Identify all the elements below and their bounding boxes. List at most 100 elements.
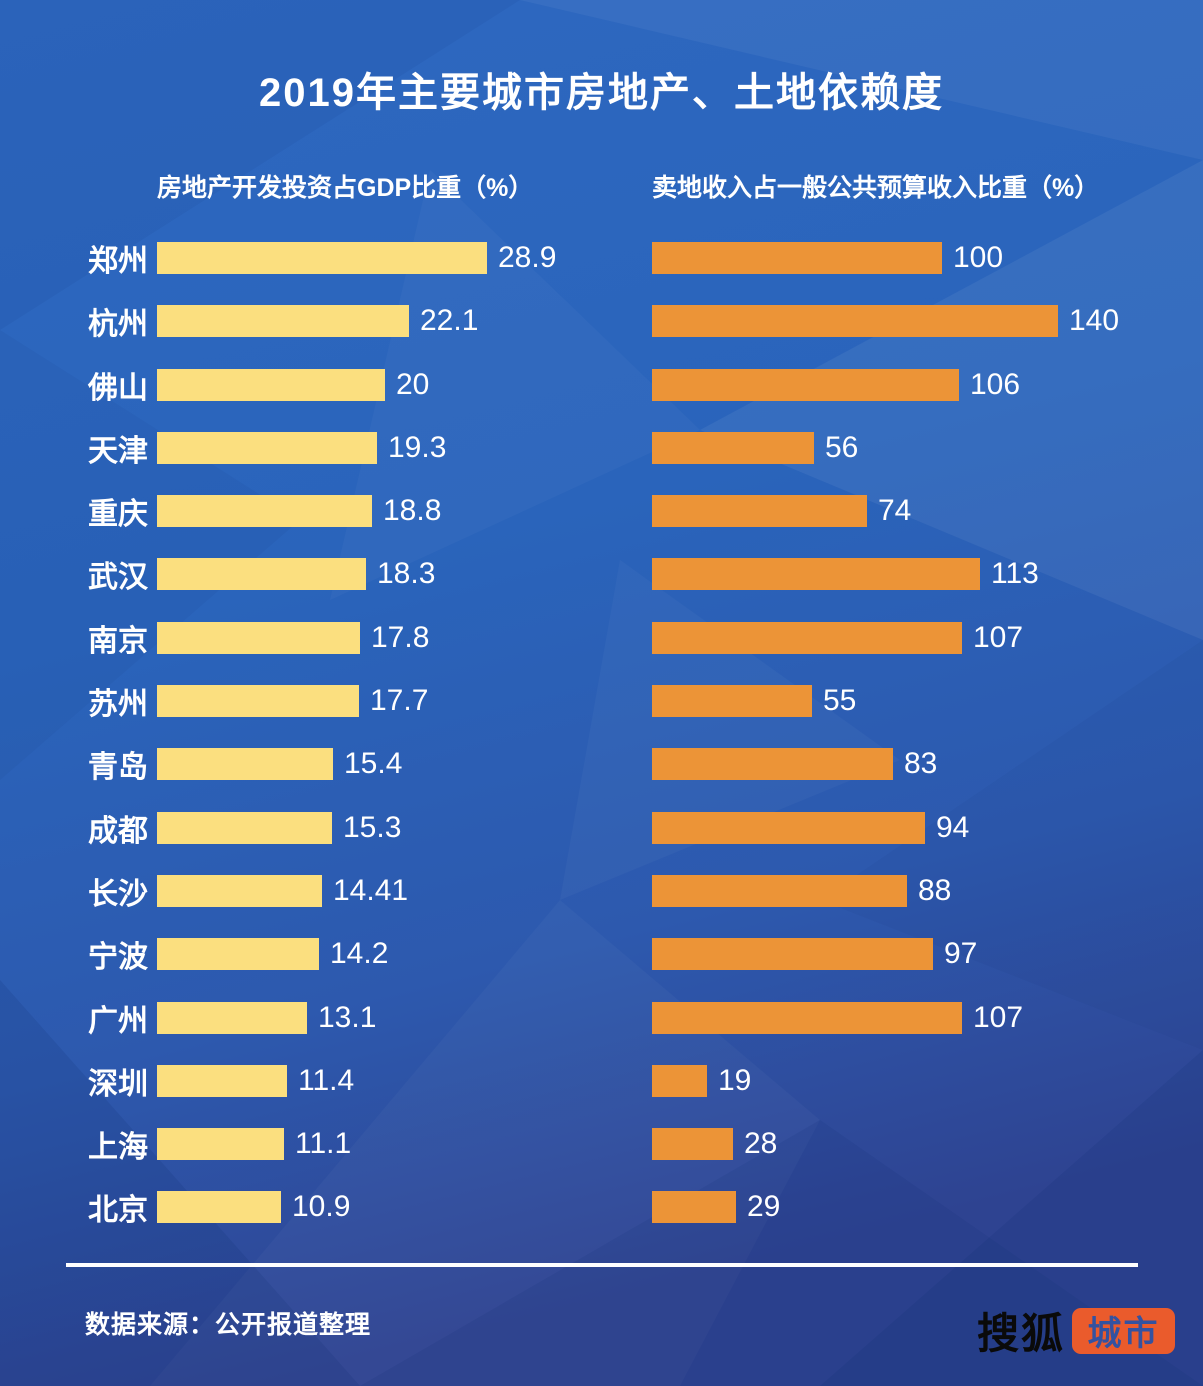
- gdp-share-bar: [157, 621, 360, 654]
- gdp-bar-zone: 10.9: [157, 1190, 652, 1224]
- chart-row: 上海 11.1 28: [0, 1127, 1203, 1164]
- footer-divider: [66, 1263, 1138, 1267]
- land-revenue-bar: [652, 874, 907, 907]
- city-label: 重庆: [88, 498, 148, 532]
- city-label: 苏州: [88, 688, 148, 722]
- city-label: 天津: [88, 434, 148, 468]
- right-column-header: 卖地收入占一般公共预算收入比重（%）: [652, 174, 1100, 202]
- chart-row: 天津 19.3 56: [0, 431, 1203, 468]
- city-label: 宁波: [88, 941, 148, 975]
- gdp-share-bar: [157, 1128, 284, 1161]
- gdp-bar-zone: 17.8: [157, 621, 652, 655]
- land-revenue-value: 28: [744, 1127, 778, 1161]
- land-revenue-value: 106: [970, 367, 1021, 401]
- gdp-bar-zone: 22.1: [157, 304, 652, 338]
- gdp-share-bar: [157, 431, 377, 464]
- left-column-header: 房地产开发投资占GDP比重（%）: [157, 174, 534, 202]
- gdp-share-value: 17.8: [371, 620, 430, 654]
- chart-row: 佛山 20 106: [0, 368, 1203, 405]
- gdp-share-value: 11.4: [298, 1063, 355, 1097]
- gdp-bar-zone: 17.7: [157, 684, 652, 718]
- land-revenue-bar-zone: 107: [652, 621, 1203, 655]
- chart-row: 重庆 18.8 74: [0, 494, 1203, 531]
- chart-row: 苏州 17.7 55: [0, 684, 1203, 721]
- land-revenue-bar-zone: 88: [652, 874, 1203, 908]
- land-revenue-value: 94: [936, 810, 970, 844]
- land-revenue-bar-zone: 107: [652, 1001, 1203, 1035]
- gdp-share-value: 20: [396, 367, 430, 401]
- city-label: 成都: [88, 814, 148, 848]
- land-revenue-bar: [652, 431, 814, 464]
- land-revenue-bar-zone: 19: [652, 1064, 1203, 1098]
- gdp-bar-zone: 15.4: [157, 747, 652, 781]
- city-label: 杭州: [88, 308, 148, 342]
- gdp-bar-zone: 28.9: [157, 241, 652, 275]
- land-revenue-bar: [652, 938, 933, 971]
- land-revenue-value: 140: [1069, 304, 1120, 338]
- city-label: 深圳: [88, 1067, 148, 1101]
- gdp-share-bar: [157, 811, 332, 844]
- land-revenue-bar: [652, 811, 925, 844]
- land-revenue-bar: [652, 495, 867, 528]
- gdp-share-value: 15.3: [343, 810, 402, 844]
- gdp-share-value: 14.41: [333, 873, 409, 907]
- land-revenue-bar-zone: 29: [652, 1190, 1203, 1224]
- gdp-bar-zone: 18.8: [157, 494, 652, 528]
- land-revenue-bar-zone: 83: [652, 747, 1203, 781]
- land-revenue-bar-zone: 113: [652, 557, 1203, 591]
- city-label: 武汉: [88, 561, 148, 595]
- gdp-share-bar: [157, 305, 409, 338]
- chart-row: 北京 10.9 29: [0, 1190, 1203, 1227]
- gdp-bar-zone: 14.41: [157, 874, 652, 908]
- chart-row: 青岛 15.4 83: [0, 747, 1203, 784]
- land-revenue-value: 88: [918, 873, 952, 907]
- city-label: 南京: [88, 624, 148, 658]
- city-badge: 城市: [1072, 1307, 1175, 1354]
- gdp-bar-zone: 18.3: [157, 557, 652, 591]
- chart-row: 成都 15.3 94: [0, 810, 1203, 848]
- sohu-city-logo: 搜狐 城市: [977, 1300, 1175, 1361]
- data-source-label: 数据来源：公开报道整理: [85, 1311, 372, 1339]
- land-revenue-bar-zone: 94: [652, 811, 1203, 845]
- land-revenue-value: 56: [825, 430, 859, 464]
- land-revenue-bar: [652, 368, 959, 401]
- gdp-share-value: 14.2: [330, 937, 389, 971]
- chart-row: 宁波 14.2 97: [0, 937, 1203, 974]
- chart-rows: 郑州 28.9 100 杭州 22.1 140 佛山 20 106 天津 19.3 56 重庆 18.8 7…: [0, 241, 1203, 1255]
- land-revenue-bar: [652, 1128, 733, 1161]
- land-revenue-bar: [652, 748, 893, 781]
- land-revenue-bar-zone: 56: [652, 431, 1203, 465]
- land-revenue-bar: [652, 1191, 736, 1224]
- chart-row: 郑州 28.9 100: [0, 241, 1203, 278]
- land-revenue-bar: [652, 1064, 707, 1097]
- city-label: 广州: [88, 1004, 148, 1038]
- page-title: 2019年主要城市房地产、土地依赖度: [259, 71, 944, 115]
- city-label: 青岛: [88, 751, 148, 785]
- gdp-share-value: 17.7: [370, 684, 429, 718]
- gdp-share-value: 18.3: [377, 557, 436, 591]
- gdp-bar-zone: 14.2: [157, 937, 652, 971]
- chart-row: 武汉 18.3 113: [0, 557, 1203, 594]
- gdp-share-bar: [157, 1001, 307, 1034]
- land-revenue-bar-zone: 106: [652, 368, 1203, 402]
- gdp-share-bar: [157, 685, 359, 718]
- gdp-share-bar: [157, 368, 385, 401]
- land-revenue-bar: [652, 1001, 962, 1034]
- chart-row: 广州 13.1 107: [0, 1001, 1203, 1038]
- gdp-share-bar: [157, 938, 319, 971]
- gdp-bar-zone: 11.4: [157, 1064, 652, 1098]
- city-label: 长沙: [88, 877, 148, 911]
- gdp-share-value: 18.8: [383, 494, 442, 528]
- gdp-bar-zone: 13.1: [157, 1001, 652, 1035]
- land-revenue-value: 113: [991, 557, 1039, 591]
- gdp-bar-zone: 11.1: [157, 1127, 652, 1161]
- city-label: 佛山: [88, 371, 148, 405]
- gdp-share-value: 28.9: [498, 241, 557, 274]
- gdp-bar-zone: 20: [157, 368, 652, 402]
- land-revenue-bar-zone: 74: [652, 494, 1203, 528]
- gdp-bar-zone: 19.3: [157, 431, 652, 465]
- gdp-share-bar: [157, 1191, 281, 1224]
- land-revenue-value: 100: [953, 241, 1004, 274]
- land-revenue-value: 29: [747, 1190, 781, 1224]
